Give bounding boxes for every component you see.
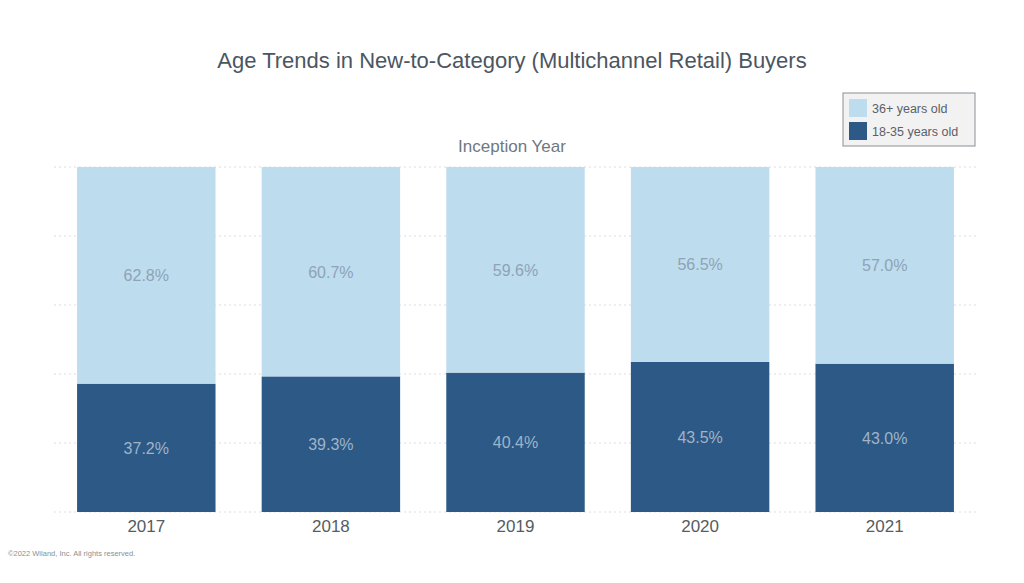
data-labels: 37.2% 62.8% 39.3% 60.7% 40.4% 59.6% 43.5% 56.5%… — [124, 256, 908, 456]
data-label: 39.3% — [308, 436, 353, 453]
bars — [77, 167, 954, 512]
data-label: 60.7% — [308, 264, 353, 281]
bar — [815, 167, 953, 364]
x-tick-label: 2018 — [312, 517, 350, 536]
data-label: 40.4% — [493, 434, 538, 451]
chart: Age Trends in New-to-Category (Multichan… — [0, 0, 1024, 583]
legend-label: 36+ years old — [872, 102, 947, 116]
data-label: 43.0% — [862, 430, 907, 447]
bar — [262, 167, 400, 376]
annotation: ©2022 Wiland, Inc. All rights reserved. — [8, 549, 135, 558]
data-label: 59.6% — [493, 262, 538, 279]
subtitle: Inception Year — [458, 137, 566, 156]
grid — [54, 167, 977, 512]
legend-box — [843, 93, 975, 146]
x-tick-label: 2017 — [127, 517, 165, 536]
x-tick-label: 2019 — [497, 517, 535, 536]
title: Age Trends in New-to-Category (Multichan… — [217, 48, 806, 73]
legend: 36+ years old 18-35 years old — [843, 93, 975, 146]
legend-swatch — [849, 99, 867, 117]
bar — [631, 167, 769, 362]
bar — [262, 376, 400, 512]
data-label: 62.8% — [124, 267, 169, 284]
bar — [815, 364, 953, 512]
legend-label: 18-35 years old — [872, 125, 958, 139]
x-tick-label: 2021 — [866, 517, 904, 536]
bar — [631, 362, 769, 512]
data-label: 37.2% — [124, 440, 169, 457]
data-label: 57.0% — [862, 257, 907, 274]
bar — [77, 167, 215, 384]
bar — [446, 373, 584, 512]
x-tick-label: 2020 — [681, 517, 719, 536]
bar — [446, 167, 584, 373]
data-label: 56.5% — [677, 256, 722, 273]
data-label: 43.5% — [677, 429, 722, 446]
legend-swatch — [849, 122, 867, 140]
bar — [77, 384, 215, 512]
